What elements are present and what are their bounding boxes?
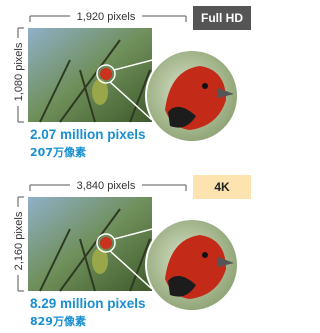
- height-label: 1,080 pixels: [13, 42, 25, 101]
- zoom-eye: [202, 252, 208, 258]
- bird-head: [100, 68, 112, 80]
- badge-label: 4K: [214, 180, 230, 194]
- zoom-eye: [202, 83, 208, 89]
- panel: 1,920 pixels Full HD 1,080 pixels 2.07 mill…: [13, 6, 251, 159]
- panel: 3,840 pixels 4K 2,160 pixels 8.29 million p…: [13, 175, 251, 328]
- width-label: 1,920 pixels: [77, 11, 136, 23]
- pixel-total-cjk: 207万像素: [30, 145, 86, 159]
- bird-head: [100, 237, 112, 249]
- badge-label: Full HD: [201, 11, 243, 25]
- pixel-total: 8.29 million pixels: [30, 296, 146, 311]
- pixel-total-cjk: 829万像素: [30, 314, 86, 328]
- pixel-total: 2.07 million pixels: [30, 127, 146, 142]
- width-label: 3,840 pixels: [77, 180, 136, 192]
- infographic: 1,920 pixels Full HD 1,080 pixels 2.07 mill…: [0, 0, 251, 333]
- height-label: 2,160 pixels: [13, 211, 25, 270]
